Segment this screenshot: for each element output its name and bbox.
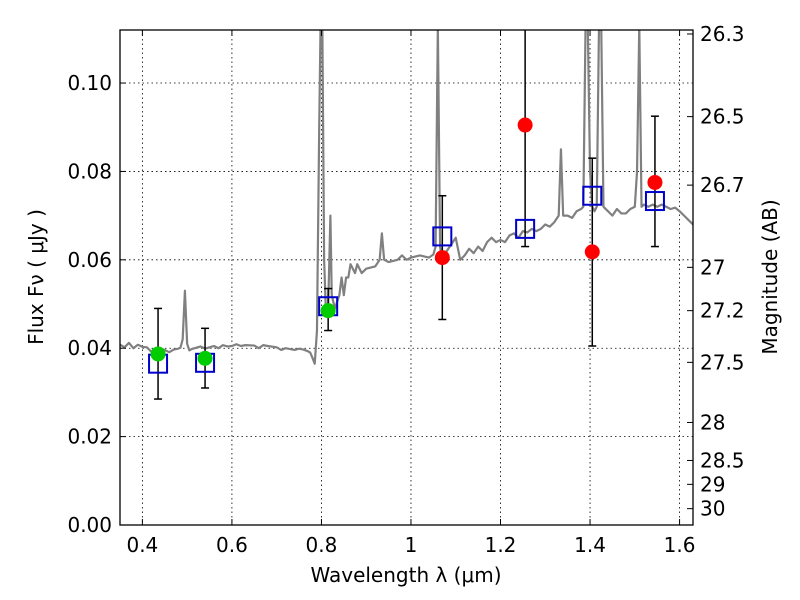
observed-flux-point-red <box>647 174 663 190</box>
model-flux-square <box>582 185 603 206</box>
y2-tick-label: 30 <box>700 497 725 521</box>
x-tick-label: 0.6 <box>216 533 248 557</box>
observed-flux-point-green <box>197 350 213 366</box>
y2-tick-label: 27.2 <box>700 299 745 323</box>
y2-tick-label: 26.5 <box>700 105 745 129</box>
x-tick-label: 1.2 <box>485 533 517 557</box>
y-tick-label: 0.00 <box>67 513 112 537</box>
x-tick-label: 1.6 <box>664 533 696 557</box>
y-tick-label: 0.04 <box>67 336 112 360</box>
y2-tick-label: 28 <box>700 410 725 434</box>
model-flux-square <box>515 218 536 239</box>
observed-flux-point-red <box>584 244 600 260</box>
y-tick-label: 0.02 <box>67 425 112 449</box>
y-axis-label: Flux Fν ( μJy ) <box>24 209 48 345</box>
y-tick-label: 0.08 <box>67 159 112 183</box>
y2-tick-label: 26.3 <box>700 22 745 46</box>
x-tick-label: 0.8 <box>306 533 338 557</box>
x-axis-label: Wavelength λ (μm) <box>310 563 501 587</box>
observed-flux-point-green <box>320 303 336 319</box>
axis-ticks: 0.4 0.6 0.8 1 1.2 1.4 1.6 0.00 0.02 0.04 0.06 0.08 0… <box>67 22 744 557</box>
spectrum-line <box>120 30 693 365</box>
plot-frame <box>119 29 694 526</box>
observed-flux-point-red <box>517 117 533 133</box>
y2-tick-label: 29 <box>700 472 725 496</box>
model-flux-square <box>432 226 453 247</box>
observed-flux-point-red <box>434 250 450 266</box>
y2-tick-label: 27 <box>700 255 725 279</box>
x-tick-label: 1.4 <box>574 533 606 557</box>
y-tick-label: 0.10 <box>67 71 112 95</box>
y2-tick-label: 27.5 <box>700 350 745 374</box>
x-tick-label: 1 <box>405 533 418 557</box>
model-flux-square <box>644 191 665 212</box>
plot-data <box>120 30 693 400</box>
grid <box>120 30 693 526</box>
observed-flux-point-green <box>150 346 166 362</box>
y-tick-label: 0.06 <box>67 248 112 272</box>
y2-axis-label: Magnitude (AB) <box>758 199 782 354</box>
y2-tick-label: 28.5 <box>700 448 745 472</box>
y2-tick-label: 26.7 <box>700 173 745 197</box>
x-tick-label: 0.4 <box>126 533 158 557</box>
